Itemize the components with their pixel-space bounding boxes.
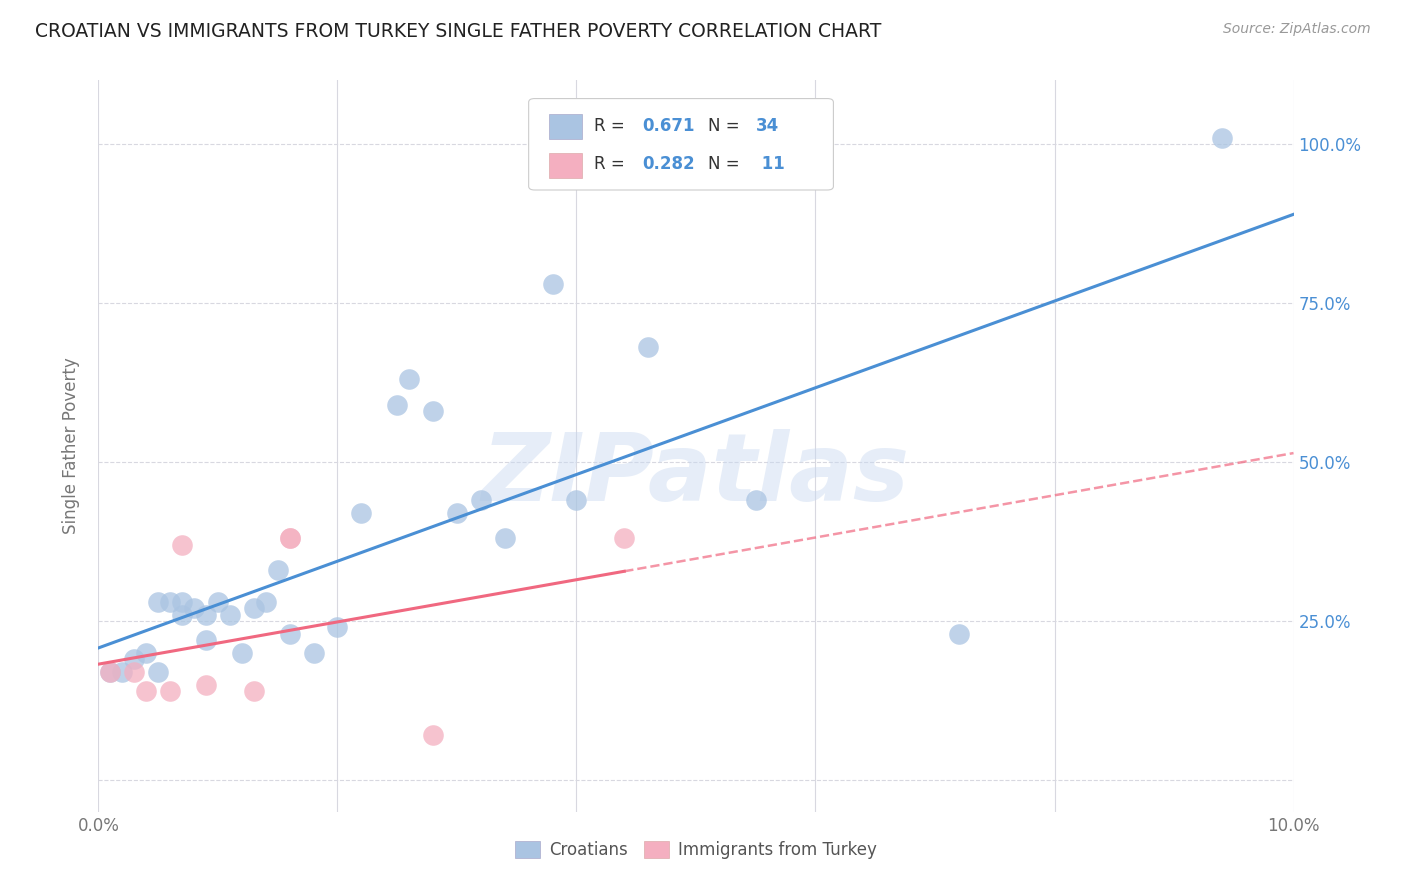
Point	[350, 506, 373, 520]
Point	[278, 531, 301, 545]
FancyBboxPatch shape	[548, 153, 582, 178]
Point	[326, 620, 349, 634]
Point	[422, 728, 444, 742]
Point	[172, 538, 194, 552]
Point	[1211, 130, 1233, 145]
Text: CROATIAN VS IMMIGRANTS FROM TURKEY SINGLE FATHER POVERTY CORRELATION CHART: CROATIAN VS IMMIGRANTS FROM TURKEY SINGL…	[35, 22, 882, 41]
Point	[745, 493, 768, 508]
Point	[613, 531, 636, 545]
Point	[278, 531, 301, 545]
Text: N =: N =	[709, 155, 745, 173]
Point	[254, 595, 277, 609]
Legend: Croatians, Immigrants from Turkey: Croatians, Immigrants from Turkey	[509, 834, 883, 865]
FancyBboxPatch shape	[529, 99, 834, 190]
Point	[183, 601, 205, 615]
Point	[135, 684, 157, 698]
Point	[98, 665, 122, 679]
Text: 11: 11	[756, 155, 785, 173]
Point	[494, 531, 516, 545]
Point	[195, 632, 218, 647]
Point	[172, 607, 194, 622]
Text: 0.671: 0.671	[643, 117, 695, 135]
Point	[159, 595, 181, 609]
Text: R =: R =	[595, 117, 630, 135]
Point	[231, 646, 253, 660]
Point	[302, 646, 325, 660]
Point	[159, 684, 181, 698]
Point	[446, 506, 468, 520]
Point	[422, 404, 444, 418]
Point	[243, 684, 266, 698]
Point	[195, 677, 218, 691]
Point	[948, 626, 970, 640]
Point	[207, 595, 229, 609]
Text: 0.282: 0.282	[643, 155, 695, 173]
Text: 34: 34	[756, 117, 779, 135]
Point	[278, 626, 301, 640]
Text: N =: N =	[709, 117, 745, 135]
Point	[385, 398, 409, 412]
Point	[135, 646, 157, 660]
FancyBboxPatch shape	[548, 114, 582, 139]
Point	[637, 340, 659, 354]
Point	[565, 493, 588, 508]
Point	[148, 595, 170, 609]
Y-axis label: Single Father Poverty: Single Father Poverty	[62, 358, 80, 534]
Point	[398, 372, 420, 386]
Point	[172, 595, 194, 609]
Point	[98, 665, 122, 679]
Point	[195, 607, 218, 622]
Text: Source: ZipAtlas.com: Source: ZipAtlas.com	[1223, 22, 1371, 37]
Text: R =: R =	[595, 155, 630, 173]
Point	[148, 665, 170, 679]
Point	[219, 607, 242, 622]
Text: ZIPatlas: ZIPatlas	[482, 429, 910, 521]
Point	[124, 652, 146, 666]
Point	[243, 601, 266, 615]
Point	[124, 665, 146, 679]
Point	[267, 563, 290, 577]
Point	[470, 493, 492, 508]
Point	[111, 665, 134, 679]
Point	[541, 277, 564, 291]
